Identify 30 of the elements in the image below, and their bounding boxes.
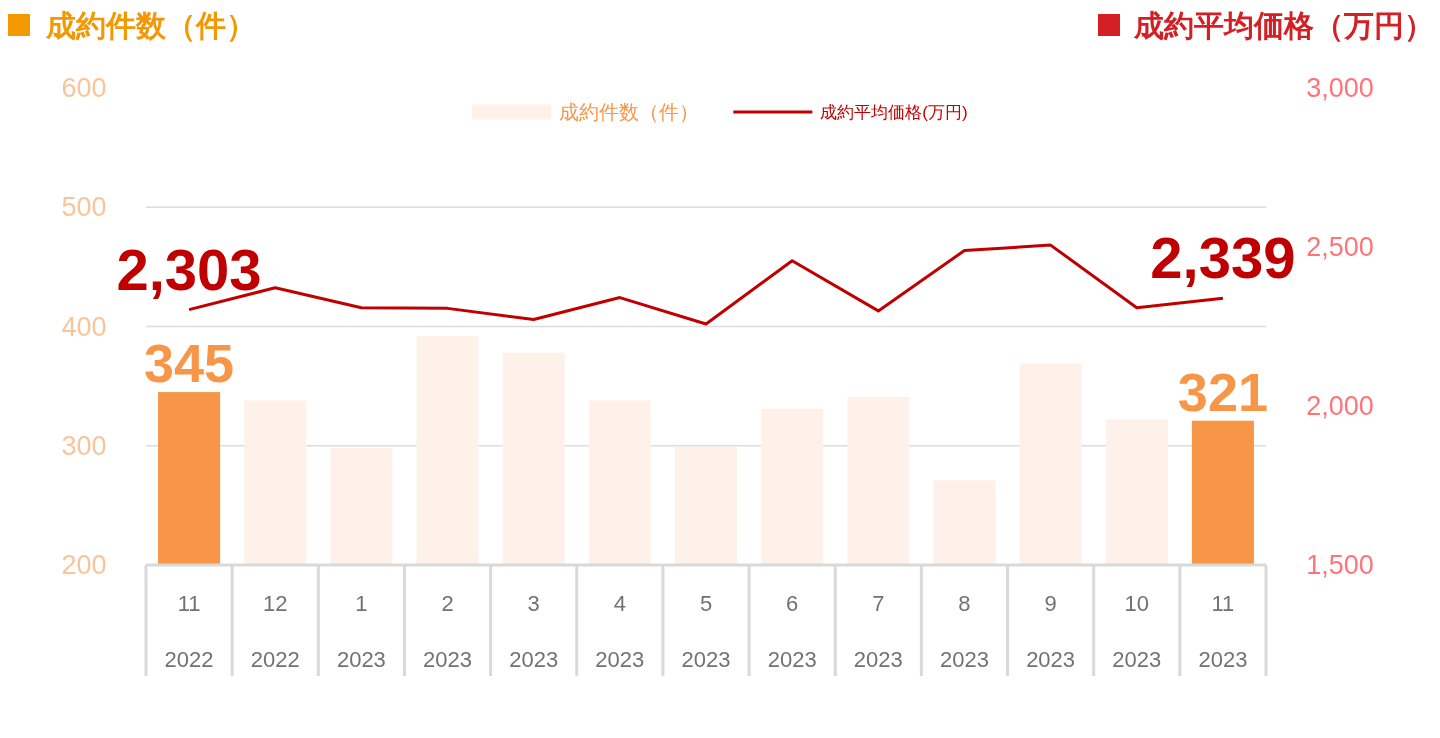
data-label: 2,339 (1150, 225, 1296, 291)
category-label: 7 2023 (853, 591, 903, 672)
y2-tick-label: 2,000 (1306, 391, 1374, 421)
data-label: 2,303 (116, 236, 262, 302)
legend-label: 成約件数（件） (559, 101, 700, 123)
y-tick-label: 200 (61, 550, 107, 580)
category-label: 9 2023 (1026, 591, 1076, 672)
y2-tick-label: 2,500 (1306, 232, 1374, 262)
legend-label: 成約平均価格(万円) (820, 102, 968, 122)
category-label: 2 2023 (423, 591, 473, 672)
data-label: 321 (1177, 361, 1268, 422)
y2-tick-label: 3,000 (1306, 73, 1374, 103)
y2-axis-title: 成約平均価格（万円） (1133, 9, 1434, 42)
y-axis-title: 成約件数（件） (45, 9, 256, 42)
category-label: 3 2023 (509, 591, 559, 672)
category-label: 4 2023 (595, 591, 645, 672)
category-label: 11 2023 (1198, 591, 1248, 672)
y-tick-label: 600 (61, 73, 107, 103)
category-label: 11 2022 (164, 591, 214, 672)
category-label: 5 2023 (681, 591, 731, 672)
category-label: 12 2022 (250, 591, 300, 672)
category-label: 8 2023 (939, 591, 989, 672)
y-tick-label: 300 (61, 430, 107, 461)
y-tick-label: 500 (61, 192, 107, 223)
y-tick-label: 400 (61, 311, 107, 342)
category-label: 1 2023 (336, 591, 386, 672)
category-label: 6 2023 (767, 591, 817, 672)
y2-tick-label: 1,500 (1306, 550, 1374, 580)
category-label: 10 2023 (1112, 591, 1162, 672)
data-label: 345 (144, 333, 235, 394)
